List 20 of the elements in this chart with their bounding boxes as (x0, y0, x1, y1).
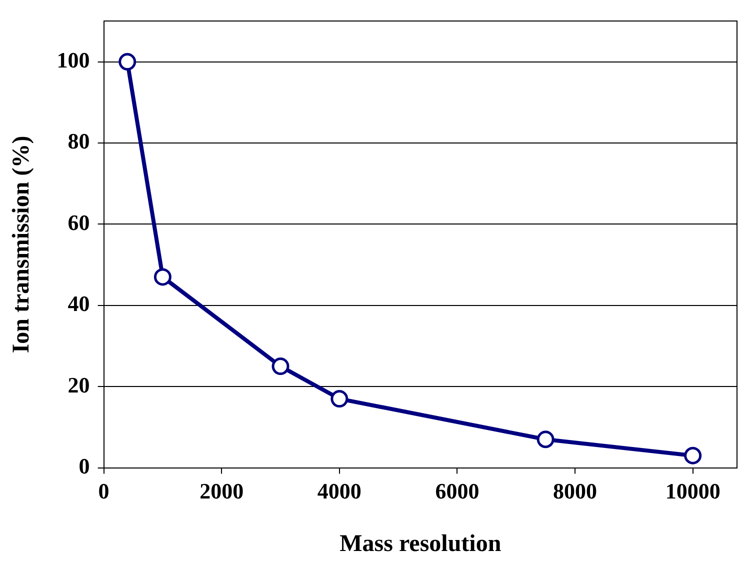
x-tick-label: 8000 (553, 478, 598, 504)
y-tick-label: 100 (56, 47, 90, 72)
point (684, 446, 702, 464)
y-tick-label: 0 (78, 453, 90, 478)
point (154, 268, 172, 286)
point (118, 53, 136, 71)
point (330, 390, 348, 408)
x-tick-label: 4000 (317, 478, 362, 504)
y-tick-label: 60 (68, 210, 90, 235)
y-tick-label: 40 (68, 291, 90, 316)
x-tick-label: 10000 (665, 478, 720, 504)
y-tick-label: 20 (68, 372, 90, 398)
y-axis-title: Ion transmission (%) (8, 136, 35, 354)
point (536, 430, 554, 448)
x-tick-label: 2000 (200, 478, 244, 504)
point (272, 358, 290, 376)
y-tick-label: 80 (68, 128, 90, 154)
x-tick-label: 0 (98, 478, 110, 504)
x-tick-label: 6000 (435, 478, 480, 504)
x-axis-title: Mass resolution (340, 530, 502, 557)
